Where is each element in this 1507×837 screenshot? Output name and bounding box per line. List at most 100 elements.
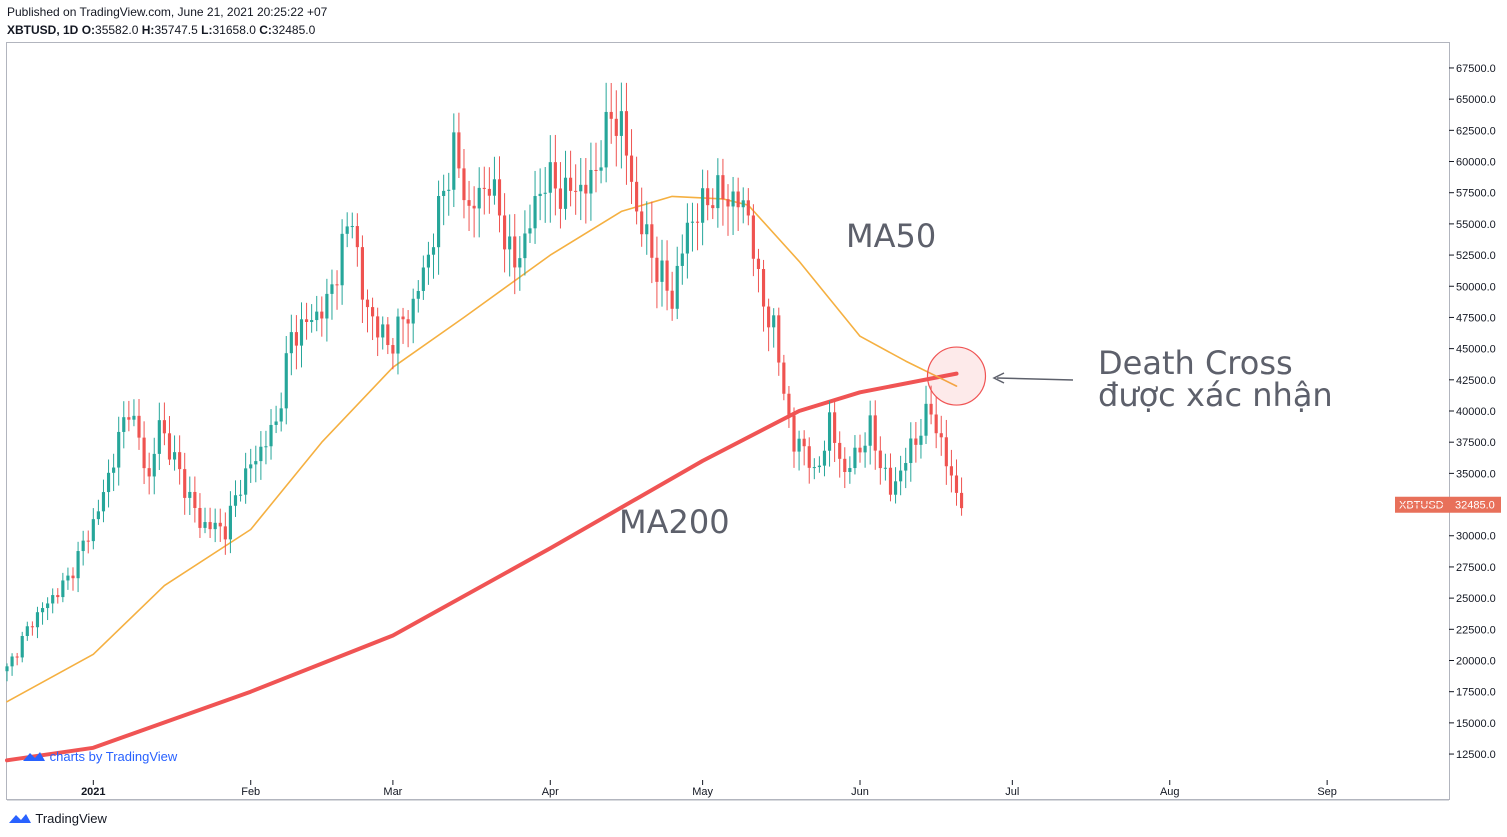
- candle-body: [827, 412, 832, 451]
- y-tick-label: 25000.0: [1456, 593, 1496, 605]
- candle: [406, 310, 410, 348]
- candle: [482, 166, 486, 215]
- candle: [452, 113, 456, 208]
- candle-body: [497, 179, 502, 216]
- candle-body: [726, 199, 730, 207]
- candle-body: [954, 475, 959, 493]
- candle-body: [132, 415, 136, 420]
- candle: [76, 541, 80, 593]
- candle-body: [51, 595, 55, 604]
- candle: [193, 476, 197, 523]
- candle: [213, 508, 217, 543]
- candle-body: [162, 420, 166, 434]
- candle-body: [888, 467, 893, 495]
- x-tick-label: Aug: [1160, 786, 1180, 798]
- y-tick-label: 60000.0: [1456, 157, 1496, 169]
- death-cross-annotation-line2: được xác nhận: [1098, 376, 1333, 414]
- candle-body: [802, 438, 806, 447]
- candle: [218, 508, 222, 542]
- candle-body: [619, 111, 623, 136]
- y-tick-label: 67500.0: [1456, 63, 1496, 75]
- watermark[interactable]: charts by TradingView: [22, 749, 177, 764]
- tradingview-cloud-icon: [9, 814, 31, 823]
- candle: [553, 134, 557, 216]
- candle-body: [462, 168, 466, 201]
- candle-body: [914, 438, 918, 445]
- candle: [619, 82, 623, 169]
- candle-body: [538, 193, 542, 197]
- candle-body: [482, 187, 486, 189]
- candle-body: [695, 221, 700, 223]
- candle-body: [218, 522, 222, 527]
- candle: [330, 269, 334, 320]
- candle-body: [477, 187, 481, 209]
- candle: [579, 158, 583, 221]
- candle-body: [782, 362, 786, 394]
- candle-body: [431, 247, 436, 255]
- candle-body: [635, 181, 639, 212]
- candle-body: [513, 236, 517, 268]
- candle-body: [437, 195, 441, 248]
- candle: [264, 430, 268, 465]
- candle-body: [172, 452, 177, 460]
- candle: [315, 295, 319, 332]
- candle-body: [848, 468, 852, 472]
- last-price-value: 32485.0: [1455, 500, 1495, 512]
- candle: [513, 214, 517, 295]
- candle-body: [919, 435, 923, 445]
- ohlc-legend: XBTUSD, 1D O:35582.0 H:35747.5 L:31658.0…: [7, 23, 315, 37]
- candle: [244, 452, 248, 504]
- ma200-line: [5, 371, 959, 763]
- open-label: O:: [81, 23, 96, 37]
- candle: [340, 219, 344, 305]
- candle-body: [81, 540, 85, 552]
- candle-body: [756, 258, 761, 269]
- candle: [152, 437, 156, 495]
- y-tick-label: 52500.0: [1456, 250, 1496, 262]
- footer-logo[interactable]: TradingView: [8, 811, 107, 826]
- candle: [122, 401, 126, 449]
- candle-body: [183, 469, 187, 498]
- candle-body: [401, 316, 405, 320]
- candle: [20, 631, 24, 663]
- candle: [477, 167, 481, 238]
- candle: [284, 336, 288, 425]
- candle: [294, 315, 298, 370]
- candle: [117, 416, 121, 486]
- candle-body: [76, 551, 80, 579]
- candle: [142, 421, 146, 485]
- death-cross-circle: [926, 346, 987, 406]
- candle: [655, 236, 659, 309]
- candle: [807, 437, 811, 484]
- annotation-arrow-shaft: [996, 377, 1074, 381]
- candle: [843, 447, 847, 489]
- high-value: 35747.5: [154, 23, 198, 37]
- candle: [635, 156, 639, 225]
- x-tick-label: May: [692, 786, 713, 798]
- y-tick-label: 47500.0: [1456, 312, 1496, 324]
- candle: [167, 416, 172, 466]
- candle-body: [152, 453, 156, 477]
- candle: [25, 621, 29, 641]
- candle-body: [563, 177, 568, 209]
- candle-body: [426, 254, 431, 268]
- candle-body: [360, 247, 364, 300]
- candle: [675, 246, 679, 320]
- candle-body: [86, 540, 90, 542]
- candle-body: [574, 190, 578, 192]
- candle: [508, 214, 512, 277]
- candle-body: [701, 188, 705, 223]
- candle-body: [10, 656, 14, 667]
- candle-body: [167, 433, 172, 460]
- candle-body: [812, 467, 816, 469]
- candle-body: [46, 603, 50, 609]
- candle: [431, 233, 436, 279]
- candle-body: [56, 595, 60, 598]
- candle-body: [934, 414, 938, 434]
- candle-body: [939, 433, 943, 438]
- candle: [386, 317, 390, 355]
- candle-body: [746, 200, 750, 216]
- candle-body: [929, 403, 933, 415]
- symbol-interval: XBTUSD, 1D: [7, 23, 79, 37]
